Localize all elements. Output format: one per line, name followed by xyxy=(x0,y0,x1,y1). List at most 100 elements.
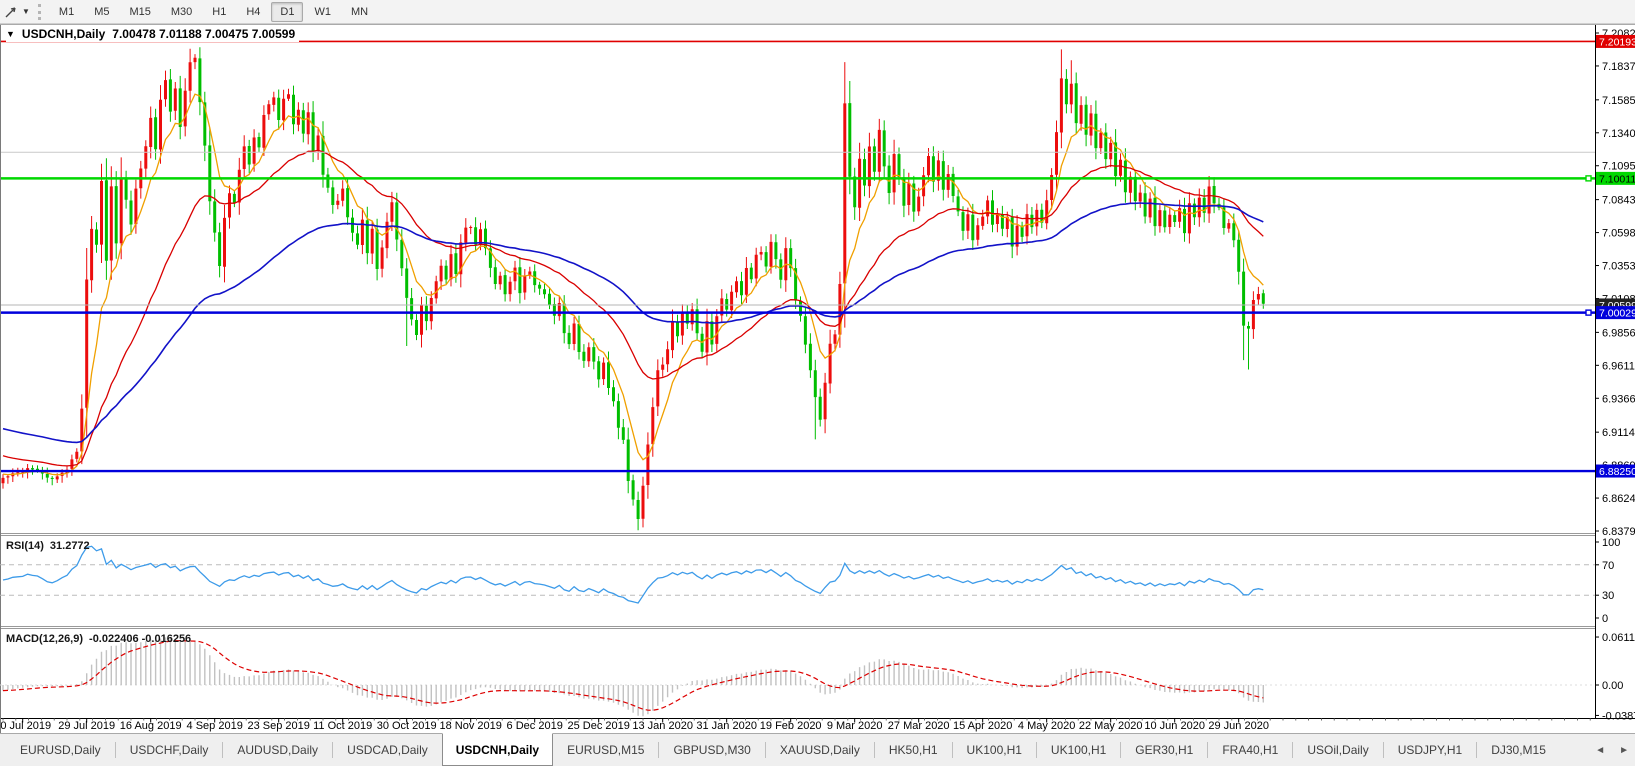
ma-fast-line xyxy=(2,93,1264,476)
timeframe-button-H4[interactable]: H4 xyxy=(246,5,261,18)
tab-USOil-Daily[interactable]: USOil,Daily xyxy=(1307,743,1369,757)
tab-USDCHF-Daily[interactable]: USDCHF,Daily xyxy=(129,743,209,757)
price-tick-label: 7.18370 xyxy=(1602,61,1635,73)
tab-separator xyxy=(114,742,116,758)
time-tick-label: 25 Dec 2019 xyxy=(567,720,629,732)
macd-value: -0.022406 -0.016256 xyxy=(89,633,192,645)
price-tick-label: 7.08430 xyxy=(1602,195,1635,207)
time-tick-label: 30 Oct 2019 xyxy=(377,720,437,732)
time-tick-label: 10 Jun 2020 xyxy=(1144,720,1205,732)
rsi-tick-label: 70 xyxy=(1602,560,1614,572)
price-tick-label: 7.15850 xyxy=(1602,95,1635,107)
tab-separator xyxy=(658,742,660,758)
line-tool-glyph xyxy=(5,6,16,17)
price-tick-label: 6.86240 xyxy=(1602,493,1635,505)
support-line-1-chip xyxy=(1596,306,1635,320)
timeframe-button-M30[interactable]: M30 xyxy=(170,5,193,18)
resistance-line-chip-label: 7.20193 xyxy=(1599,36,1635,48)
support-line-2-chip-label: 6.88250 xyxy=(1599,466,1635,478)
pivot-line-handle-marker[interactable] xyxy=(1585,175,1592,182)
time-tick-label: 23 Sep 2019 xyxy=(247,720,309,732)
rsi-indicator-label: RSI(14) 31.2772 xyxy=(6,540,90,552)
tab-GER30-H1[interactable]: GER30,H1 xyxy=(1135,743,1194,757)
tab-separator xyxy=(1292,742,1294,758)
ma-slow-line xyxy=(2,202,1264,444)
timeframe-button-W1[interactable]: W1 xyxy=(314,5,331,18)
tab-separator xyxy=(222,742,224,758)
tab-separator xyxy=(873,742,875,758)
macd-name: MACD(12,26,9) xyxy=(6,633,84,645)
bull-candle-wicks xyxy=(2,48,1259,528)
ma-mid-line xyxy=(2,149,1264,467)
rsi-name: RSI(14) xyxy=(6,540,44,552)
tab-FRA40-H1[interactable]: FRA40,H1 xyxy=(1222,743,1279,757)
support-line-1-handle-marker[interactable] xyxy=(1585,309,1592,316)
tabs-scroll-right-icon[interactable]: ► xyxy=(1619,745,1629,756)
price-tick-label: 6.91140 xyxy=(1602,427,1635,439)
price-tick-label: 6.93660 xyxy=(1602,393,1635,405)
chart-ohlc-values: 7.00478 7.01188 7.00475 7.00599 xyxy=(112,27,296,41)
tab-separator xyxy=(1207,742,1209,758)
tab-GBPUSD-M30[interactable]: GBPUSD,M30 xyxy=(673,743,751,757)
tabs-scroll-left-icon[interactable]: ◄ xyxy=(1595,745,1606,756)
toolbar: ▼ M1 M5 M15 M30 H1 H4 D1 W1 MN xyxy=(0,0,1635,24)
time-tick-label: 19 Feb 2020 xyxy=(760,720,822,732)
time-tick-label: 27 Mar 2020 xyxy=(888,720,950,732)
chart-tabs: EURUSD,Daily USDCHF,Daily AUDUSD,Daily USDC… xyxy=(0,733,1560,766)
timeframe-button-M5[interactable]: M5 xyxy=(94,5,110,18)
tab-AUDUSD-Daily[interactable]: AUDUSD,Daily xyxy=(237,743,319,757)
tab-USDCNH-Daily[interactable]: USDCNH,Daily xyxy=(441,733,554,766)
time-tick-label: 29 Jul 2019 xyxy=(58,720,115,732)
rsi-tick-label: 100 xyxy=(1602,537,1620,549)
macd-signal-line xyxy=(2,640,1264,711)
tab-USDJPY-H1[interactable]: USDJPY,H1 xyxy=(1397,743,1463,757)
rsi-value: 31.2772 xyxy=(49,540,90,552)
tab-XAUUSD-Daily[interactable]: XAUUSD,Daily xyxy=(779,743,860,757)
dropdown-arrow-icon[interactable]: ▼ xyxy=(22,7,30,16)
tab-separator xyxy=(1035,742,1037,758)
toolbar-grip[interactable] xyxy=(37,3,41,20)
candles-group[interactable] xyxy=(1,47,1265,531)
tab-DJ30-M15[interactable]: DJ30,M15 xyxy=(1491,743,1546,757)
time-tick-label: 31 Jan 2020 xyxy=(696,720,757,732)
resistance-line-chip xyxy=(1596,34,1635,48)
bull-candle-bodies xyxy=(1,57,1260,519)
macd-tick-label: -0.03877 xyxy=(1602,710,1635,722)
macd-histogram xyxy=(2,637,1264,717)
price-tick-label: 6.98560 xyxy=(1602,327,1635,339)
time-tick-label: 18 Nov 2019 xyxy=(439,720,501,732)
line-tool-icon[interactable] xyxy=(1,2,21,22)
timeframe-button-MN[interactable]: MN xyxy=(350,5,369,18)
rsi-line xyxy=(2,545,1264,604)
tab-EURUSD-Daily[interactable]: EURUSD,Daily xyxy=(20,743,101,757)
time-tick-label: 13 Jan 2020 xyxy=(632,720,693,732)
timeframe-button-D1[interactable]: D1 xyxy=(271,1,304,22)
timeframe-button-H1[interactable]: H1 xyxy=(212,5,227,18)
price-tick-label: 6.83790 xyxy=(1602,526,1635,538)
timeframe-button-M15[interactable]: M15 xyxy=(129,5,151,18)
time-tick-label: 16 Aug 2019 xyxy=(120,720,182,732)
tab-USDCAD-Daily[interactable]: USDCAD,Daily xyxy=(347,743,428,757)
collapse-triangle-icon[interactable]: ▼ xyxy=(6,29,15,39)
chart-symbol-title: USDCNH,Daily xyxy=(21,27,106,41)
timeframe-button-M1[interactable]: M1 xyxy=(58,5,75,18)
time-tick-label: 6 Dec 2019 xyxy=(507,720,563,732)
timeframe-button-group: M1 M5 M15 M30 H1 H4 D1 W1 MN xyxy=(49,1,378,22)
support-line-1-chip-label: 7.00029 xyxy=(1599,308,1635,320)
rsi-tick-label: 30 xyxy=(1602,590,1614,602)
time-tick-label: 22 May 2020 xyxy=(1079,720,1143,732)
tab-HK50-H1[interactable]: HK50,H1 xyxy=(888,743,938,757)
macd-tick-label: 0.061119 xyxy=(1602,632,1635,644)
tab-EURUSD-M15[interactable]: EURUSD,M15 xyxy=(567,743,645,757)
time-tick-label: 4 May 2020 xyxy=(1018,720,1075,732)
price-tick-label: 7.13400 xyxy=(1602,128,1635,140)
tab-separator xyxy=(332,742,334,758)
price-tick-label: 6.96110 xyxy=(1602,360,1635,372)
tab-UK100-H1[interactable]: UK100,H1 xyxy=(1050,743,1107,757)
time-tick-label: 15 Apr 2020 xyxy=(953,720,1012,732)
tab-separator xyxy=(1382,742,1384,758)
time-tick-label: 11 Oct 2019 xyxy=(313,720,372,732)
tab-UK100-H1[interactable]: UK100,H1 xyxy=(966,743,1022,757)
